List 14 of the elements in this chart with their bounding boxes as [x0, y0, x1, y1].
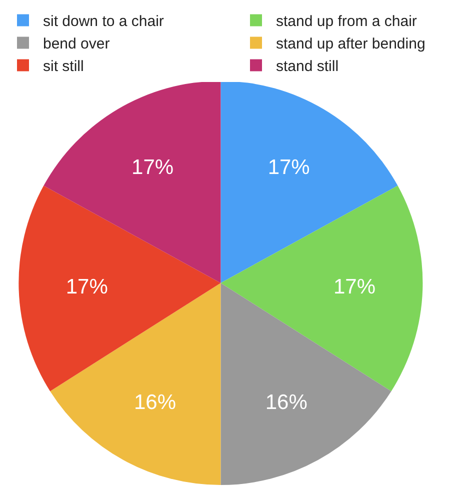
legend-label: bend over — [43, 36, 110, 53]
legend-label: stand up from a chair — [276, 13, 417, 30]
data-label: 16% — [134, 390, 176, 414]
pie-slice — [18, 186, 221, 392]
data-label: 17% — [132, 156, 174, 180]
legend-label: stand still — [276, 58, 339, 76]
data-label: 17% — [66, 276, 108, 299]
pie-slice — [220, 186, 423, 392]
legend-label: sit still — [43, 58, 84, 76]
legend-label: sit down to a chair — [43, 13, 164, 30]
data-label: 17% — [268, 156, 310, 180]
data-label: 16% — [265, 390, 308, 414]
data-label: 17% — [333, 276, 376, 299]
legend-label: stand up after bending — [276, 36, 426, 53]
